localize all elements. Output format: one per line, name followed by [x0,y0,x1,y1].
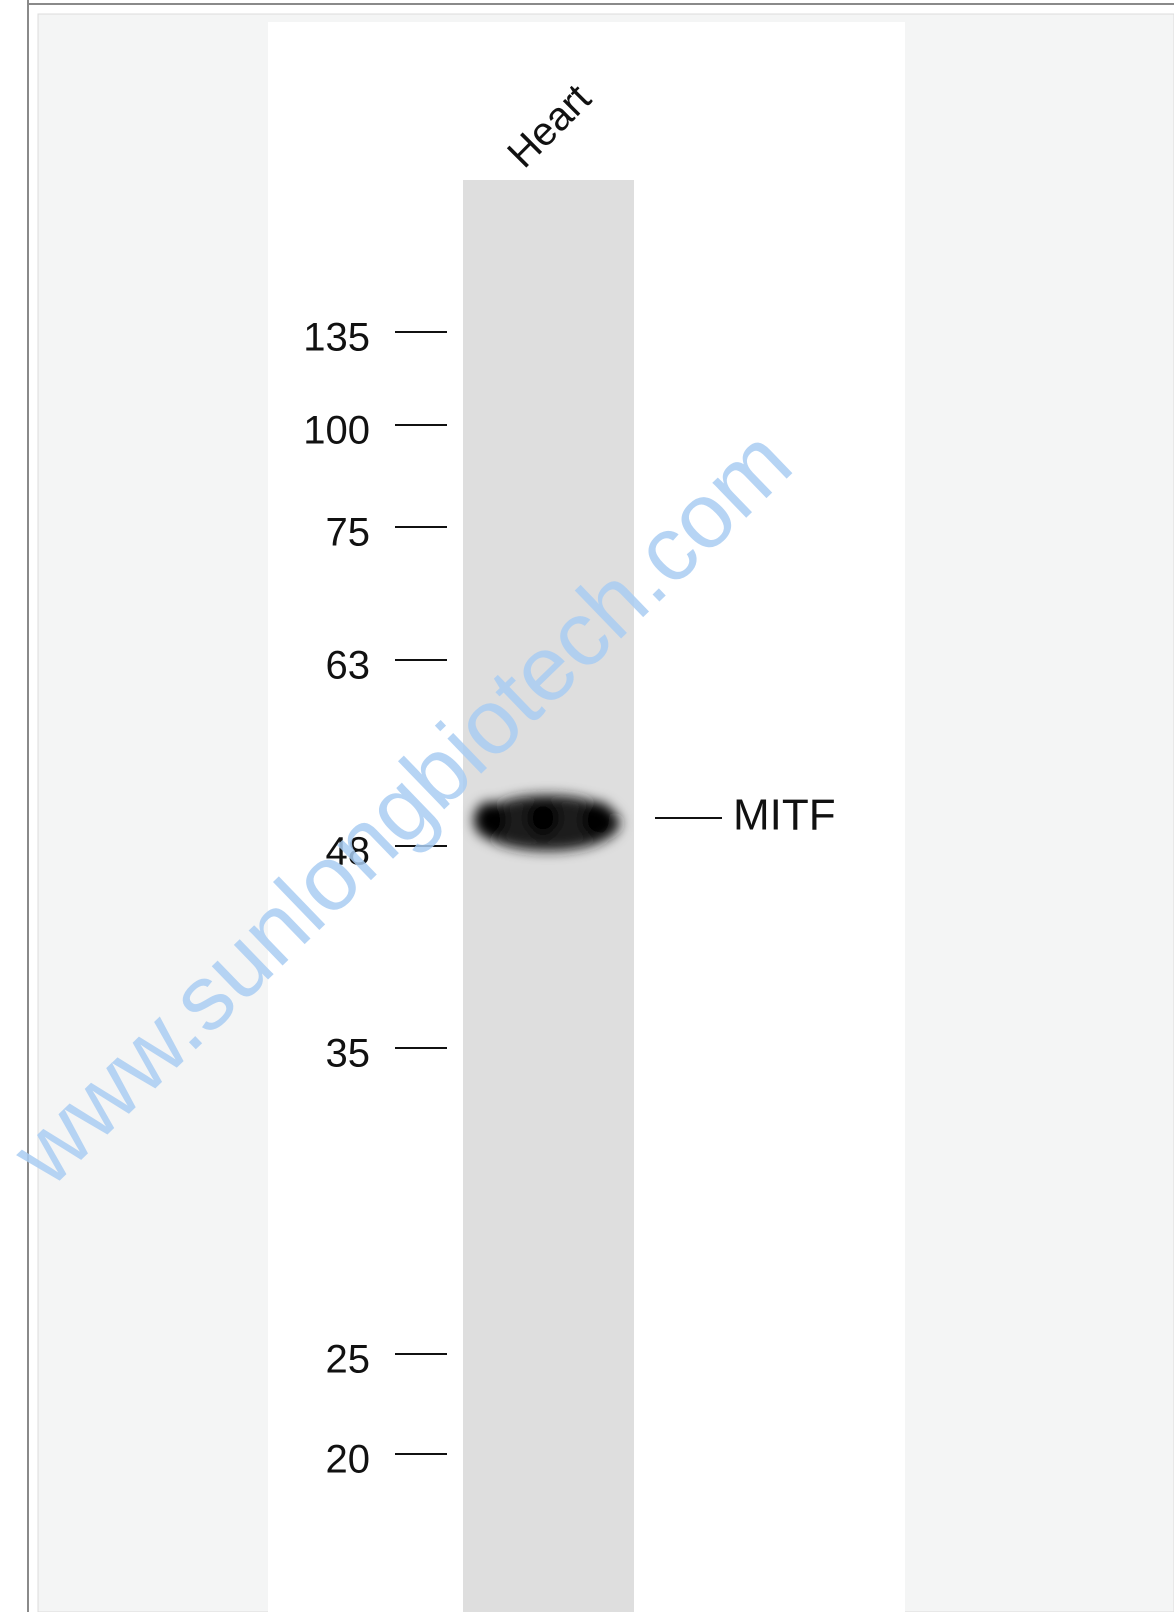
screenshot: Heart 135100756348352520 MITF www.sunlon… [0,0,1174,1612]
band-lobe [582,802,614,838]
band-label: MITF [733,791,836,840]
page: Heart 135100756348352520 MITF www.sunlon… [0,0,1174,1612]
lane [463,180,634,1612]
marker-label: 100 [303,409,370,453]
marker-label: 75 [326,511,371,555]
band-lobe [527,800,559,836]
marker-label: 20 [326,1438,371,1482]
marker-label: 25 [326,1338,371,1382]
marker-label: 35 [326,1032,371,1076]
marker-label: 63 [326,644,371,688]
band-lobe [474,802,506,838]
marker-label: 135 [303,316,370,360]
